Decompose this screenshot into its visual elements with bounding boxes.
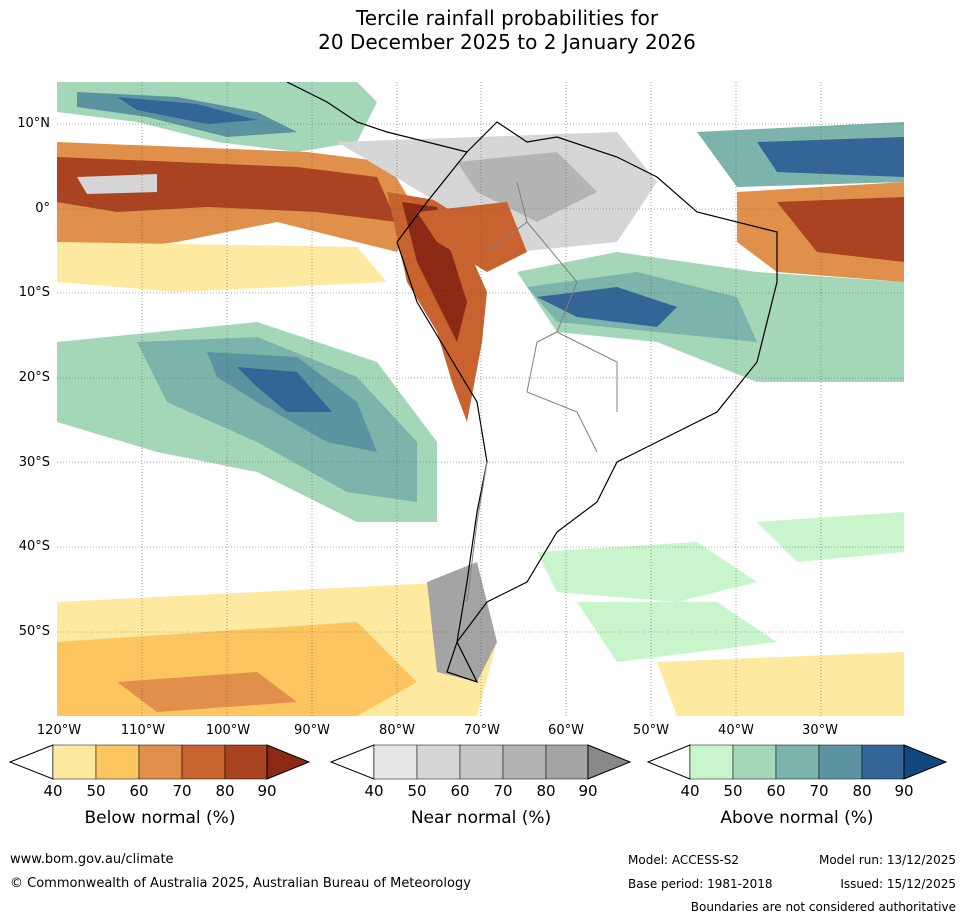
- central-america-coastline: [286, 82, 468, 153]
- above-tick-90: 90: [894, 782, 914, 800]
- near-under-extension: [329, 744, 375, 780]
- below-bin-80-90: [224, 744, 268, 780]
- below-tick-80: 80: [215, 782, 235, 800]
- map-canvas: [57, 82, 904, 716]
- model-name: Model: ACCESS-S2: [628, 853, 740, 867]
- above-bin-50-60: [732, 744, 777, 780]
- lon-label-100w: 100°W: [205, 723, 251, 738]
- lon-label-40w: 40°W: [718, 723, 754, 738]
- above-tick-50: 50: [723, 782, 743, 800]
- above-tick-80: 80: [852, 782, 872, 800]
- lat-label-10s: 10°S: [18, 285, 50, 300]
- near-bin-80-90: [545, 744, 589, 780]
- above-tick-70: 70: [809, 782, 829, 800]
- above-bin-40-50: [689, 744, 734, 780]
- national-borders: [466, 181, 618, 603]
- south-atlantic-wet-patches: [537, 542, 757, 602]
- near-normal-colorbar: [329, 744, 632, 780]
- near-bin-70-80: [502, 744, 547, 780]
- below-tick-70: 70: [172, 782, 192, 800]
- below-over-extension: [266, 744, 311, 780]
- lat-label-40s: 40°S: [18, 539, 50, 554]
- south-america-coastline: [396, 121, 778, 684]
- near-over-extension: [587, 744, 632, 780]
- base-period: Base period: 1981-2018: [628, 877, 773, 891]
- above-bin-60-70: [775, 744, 820, 780]
- bom-website-link[interactable]: www.bom.gov.au/climate: [10, 852, 174, 867]
- lat-label-20s: 20°S: [18, 370, 50, 385]
- lon-label-110w: 110°W: [120, 723, 166, 738]
- below-tick-90: 90: [257, 782, 277, 800]
- below-tick-50: 50: [86, 782, 106, 800]
- above-bin-70-80: [818, 744, 863, 780]
- lon-label-120w: 120°W: [36, 723, 82, 738]
- model-run-date: Model run: 13/12/2025: [818, 853, 956, 867]
- lon-label-70w: 70°W: [464, 723, 500, 738]
- copyright-notice: © Commonwealth of Australia 2025, Austra…: [10, 876, 471, 891]
- above-over-extension: [903, 744, 948, 780]
- near-tick-70: 70: [493, 782, 513, 800]
- near-tick-40: 40: [364, 782, 384, 800]
- below-bin-40-50: [52, 744, 97, 780]
- lon-label-90w: 90°W: [294, 723, 330, 738]
- boundaries-disclaimer: Boundaries are not considered authoritat…: [690, 900, 956, 914]
- lat-label-30s: 30°S: [18, 455, 50, 470]
- near-normal-legend-title: Near normal (%): [410, 808, 552, 828]
- issued-date: Issued: 15/12/2025: [840, 877, 956, 891]
- patagonia-near-normal: [427, 562, 497, 682]
- map-title: Tercile rainfall probabilities for 20 De…: [0, 6, 965, 54]
- lon-label-60w: 60°W: [548, 723, 584, 738]
- graticule: [57, 82, 904, 716]
- legend-colorbars: [8, 744, 948, 780]
- lon-label-30w: 30°W: [802, 723, 838, 738]
- above-tick-60: 60: [766, 782, 786, 800]
- map-title-line2: 20 December 2025 to 2 January 2026: [318, 30, 696, 54]
- below-under-extension: [8, 744, 54, 780]
- near-bin-40-50: [373, 744, 418, 780]
- lat-label-0: 0°: [35, 201, 50, 216]
- map-title-line1: Tercile rainfall probabilities for: [355, 6, 659, 30]
- lon-label-50w: 50°W: [633, 723, 669, 738]
- near-bin-50-60: [416, 744, 461, 780]
- above-bin-80-90: [861, 744, 905, 780]
- near-tick-90: 90: [578, 782, 598, 800]
- below-tick-60: 60: [129, 782, 149, 800]
- near-tick-80: 80: [536, 782, 556, 800]
- near-tick-60: 60: [450, 782, 470, 800]
- below-normal-colorbar: [8, 744, 311, 780]
- above-tick-40: 40: [680, 782, 700, 800]
- below-bin-70-80: [181, 744, 226, 780]
- lat-label-50s: 50°S: [18, 624, 50, 639]
- near-tick-50: 50: [407, 782, 427, 800]
- lon-label-80w: 80°W: [379, 723, 415, 738]
- below-bin-50-60: [95, 744, 140, 780]
- below-normal-legend-title: Below normal (%): [84, 808, 236, 828]
- rainfall-probability-map: [57, 82, 904, 716]
- above-normal-colorbar: [646, 744, 948, 780]
- near-bin-60-70: [459, 744, 504, 780]
- below-tick-40: 40: [43, 782, 63, 800]
- below-bin-60-70: [138, 744, 183, 780]
- lat-label-10n: 10°N: [17, 116, 50, 131]
- above-normal-legend-title: Above normal (%): [720, 808, 874, 828]
- above-under-extension: [646, 744, 691, 780]
